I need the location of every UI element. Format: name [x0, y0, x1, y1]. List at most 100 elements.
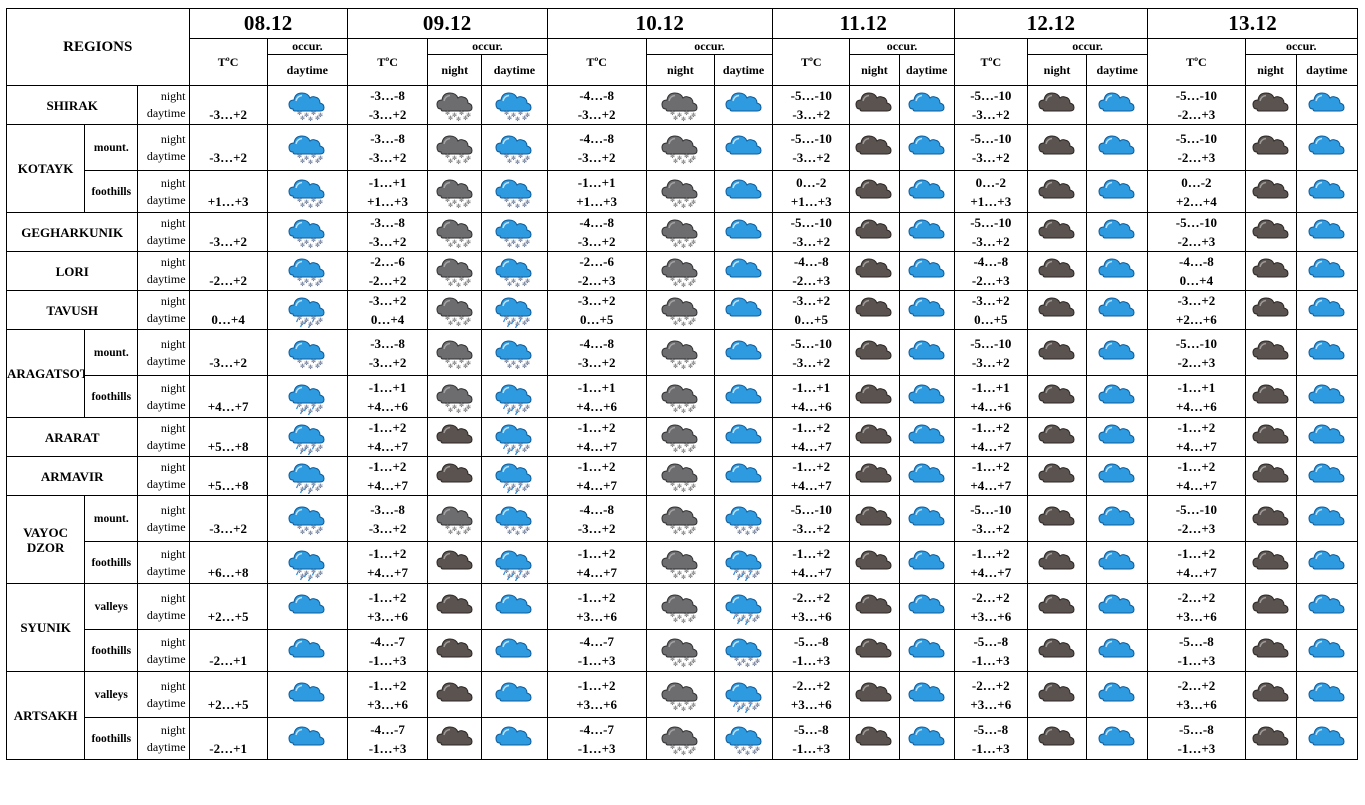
svg-text:✻: ✻ [741, 526, 746, 533]
snow-cloud-icon: ✻ ✻ ✻ ✻ ✻ ✻ ✻ [713, 495, 774, 542]
svg-text:✻: ✻ [452, 278, 457, 285]
night-temperature: -1…+2 [577, 589, 616, 605]
temperature-cell: +1…+3 [188, 170, 268, 213]
dark-cloud-icon [849, 417, 900, 457]
svg-text:✻: ✻ [752, 749, 757, 756]
svg-text:✻: ✻ [734, 656, 739, 663]
night-temperature [190, 458, 266, 477]
table-row: SYUNIK valleys night daytime +2…+5 -1…+2 +3…+… [5, 583, 1359, 672]
dark-snow-cloud-icon: ✻ ✻ ✻ ✻ ✻ ✻ ✻ [645, 375, 715, 418]
svg-text:✻: ✻ [745, 530, 750, 537]
period-labels: night daytime [137, 541, 190, 584]
svg-text:✻: ✻ [311, 481, 316, 488]
svg-text:✻: ✻ [511, 526, 516, 533]
svg-text:✻: ✻ [681, 618, 686, 625]
temperature-cell: +2…+5 [188, 671, 268, 718]
svg-text:✻: ✻ [511, 483, 516, 490]
night-temperature: -5…-10 [1175, 501, 1217, 517]
day-temperature: -3…+2 [792, 234, 831, 249]
night-temperature: -1…+2 [577, 545, 616, 561]
svg-text:✻: ✻ [297, 402, 302, 409]
svg-text:✻: ✻ [525, 278, 530, 285]
svg-text:✻: ✻ [677, 483, 682, 490]
temperature-cell: -3…+2 [188, 329, 268, 376]
svg-text:✻: ✻ [688, 363, 693, 370]
rain-snow-cloud-icon: ✻ ✻ ✻ ✻ ✻ ✻ ✻ [481, 375, 548, 418]
blue-cloud-icon [1295, 629, 1359, 672]
svg-text:✻: ✻ [522, 281, 527, 288]
svg-text:✻: ✻ [525, 199, 530, 206]
day-temperature: -1…+3 [971, 740, 1010, 756]
table-header: REGIONS 08.12 09.12 10.12 11.12 12.12 13… [6, 8, 1359, 86]
svg-text:✻: ✻ [670, 568, 675, 575]
day-temperature: -3…+2 [792, 520, 831, 536]
blue-cloud-icon [713, 251, 774, 291]
table-row: ARARAT night daytime +5…+8 ✻ ✻ ✻ ✻ ✻ ✻ ✻ -1…+2 +4…+… [5, 417, 1359, 457]
night-temperature: -1…+2 [368, 420, 407, 435]
svg-text:✻: ✻ [515, 159, 520, 166]
day-temperature: -2…+3 [1177, 234, 1216, 249]
night-temperature: -3…+2 [971, 293, 1010, 308]
svg-text:✻: ✻ [463, 529, 468, 536]
table-row: LORI night daytime -2…+2 ✻ ✻ ✻ ✻ ✻ ✻ ✻ -2…-6 -2…+2 ✻… [5, 251, 1359, 291]
svg-text:✻: ✻ [684, 481, 689, 488]
blue-cloud-icon [1086, 290, 1149, 330]
svg-text:✻: ✻ [677, 614, 682, 621]
day-temperature: -3…+2 [368, 234, 407, 249]
table-row: ARMAVIR night daytime +5…+8 ✻ ✻ ✻ ✻ ✻ ✻ ✻ -1…+2 +4…… [5, 456, 1359, 496]
svg-text:✻: ✻ [448, 242, 453, 249]
day-temperature: -2…+3 [792, 273, 831, 288]
period-labels: night daytime [137, 495, 190, 542]
night-label: night [160, 590, 186, 605]
svg-text:✻: ✻ [691, 483, 696, 490]
blue-cloud-icon [1086, 375, 1149, 418]
night-temperature: -4…-8 [579, 335, 614, 351]
svg-text:✻: ✻ [741, 614, 746, 621]
period-labels: night daytime [137, 456, 190, 496]
dark-cloud-icon [1244, 124, 1297, 171]
svg-text:✻: ✻ [297, 442, 302, 449]
svg-text:✻: ✻ [670, 358, 675, 365]
svg-text:✻: ✻ [448, 363, 453, 370]
svg-text:✻: ✻ [515, 364, 520, 371]
svg-text:✻: ✻ [688, 202, 693, 209]
night-temperature: -5…-10 [1175, 335, 1217, 351]
svg-text:✻: ✻ [318, 239, 323, 246]
day-temperature: +4…+7 [1175, 478, 1217, 493]
svg-text:✻: ✻ [673, 407, 678, 414]
day-temperature: -3…+2 [209, 520, 247, 536]
day-temperature: +4…+6 [367, 398, 408, 414]
svg-text:✻: ✻ [452, 199, 457, 206]
dark-cloud-icon [1026, 290, 1088, 330]
blue-cloud-icon [1086, 629, 1149, 672]
temperature-cell: -5…-10 -3…+2 [953, 212, 1028, 252]
temperature-cell: -1…+2 +4…+7 [1147, 456, 1246, 496]
region-name: LORI [5, 251, 139, 291]
snow-cloud-icon: ✻ ✻ ✻ ✻ ✻ ✻ ✻ [481, 170, 548, 213]
temperature-cell: -4…-8 -3…+2 [546, 212, 647, 252]
day-temperature: +4…+7 [576, 478, 618, 493]
svg-text:✻: ✻ [673, 242, 678, 249]
day-temperature: +1…+3 [576, 193, 618, 209]
daytime-label: daytime [146, 397, 186, 412]
svg-text:✻: ✻ [504, 402, 509, 409]
day-temperature: -1…+3 [368, 652, 407, 668]
svg-text:✻: ✻ [673, 705, 678, 712]
dark-snow-cloud-icon: ✻ ✻ ✻ ✻ ✻ ✻ ✻ [427, 85, 483, 125]
svg-text:✻: ✻ [456, 282, 461, 289]
dark-snow-cloud-icon: ✻ ✻ ✻ ✻ ✻ ✻ ✻ [645, 329, 715, 376]
night-temperature: 0…-2 [796, 174, 827, 190]
day-temperature: +4…+7 [970, 439, 1012, 454]
temperature-cell: -2…-6 -2…+2 [346, 251, 429, 291]
blue-cloud-icon [1086, 541, 1149, 584]
svg-text:✻: ✻ [677, 360, 682, 367]
night-temperature: -5…-10 [970, 130, 1012, 146]
svg-text:✻: ✻ [511, 317, 516, 324]
day-temperature: 0…+4 [1179, 273, 1214, 288]
svg-text:✻: ✻ [525, 360, 530, 367]
svg-text:✻: ✻ [677, 404, 682, 411]
dark-snow-cloud-icon: ✻ ✻ ✻ ✻ ✻ ✻ ✻ [645, 671, 715, 718]
day-temperature: +4…+7 [790, 439, 832, 454]
day-temperature: -3…+2 [577, 354, 616, 370]
dark-cloud-icon [427, 541, 483, 584]
